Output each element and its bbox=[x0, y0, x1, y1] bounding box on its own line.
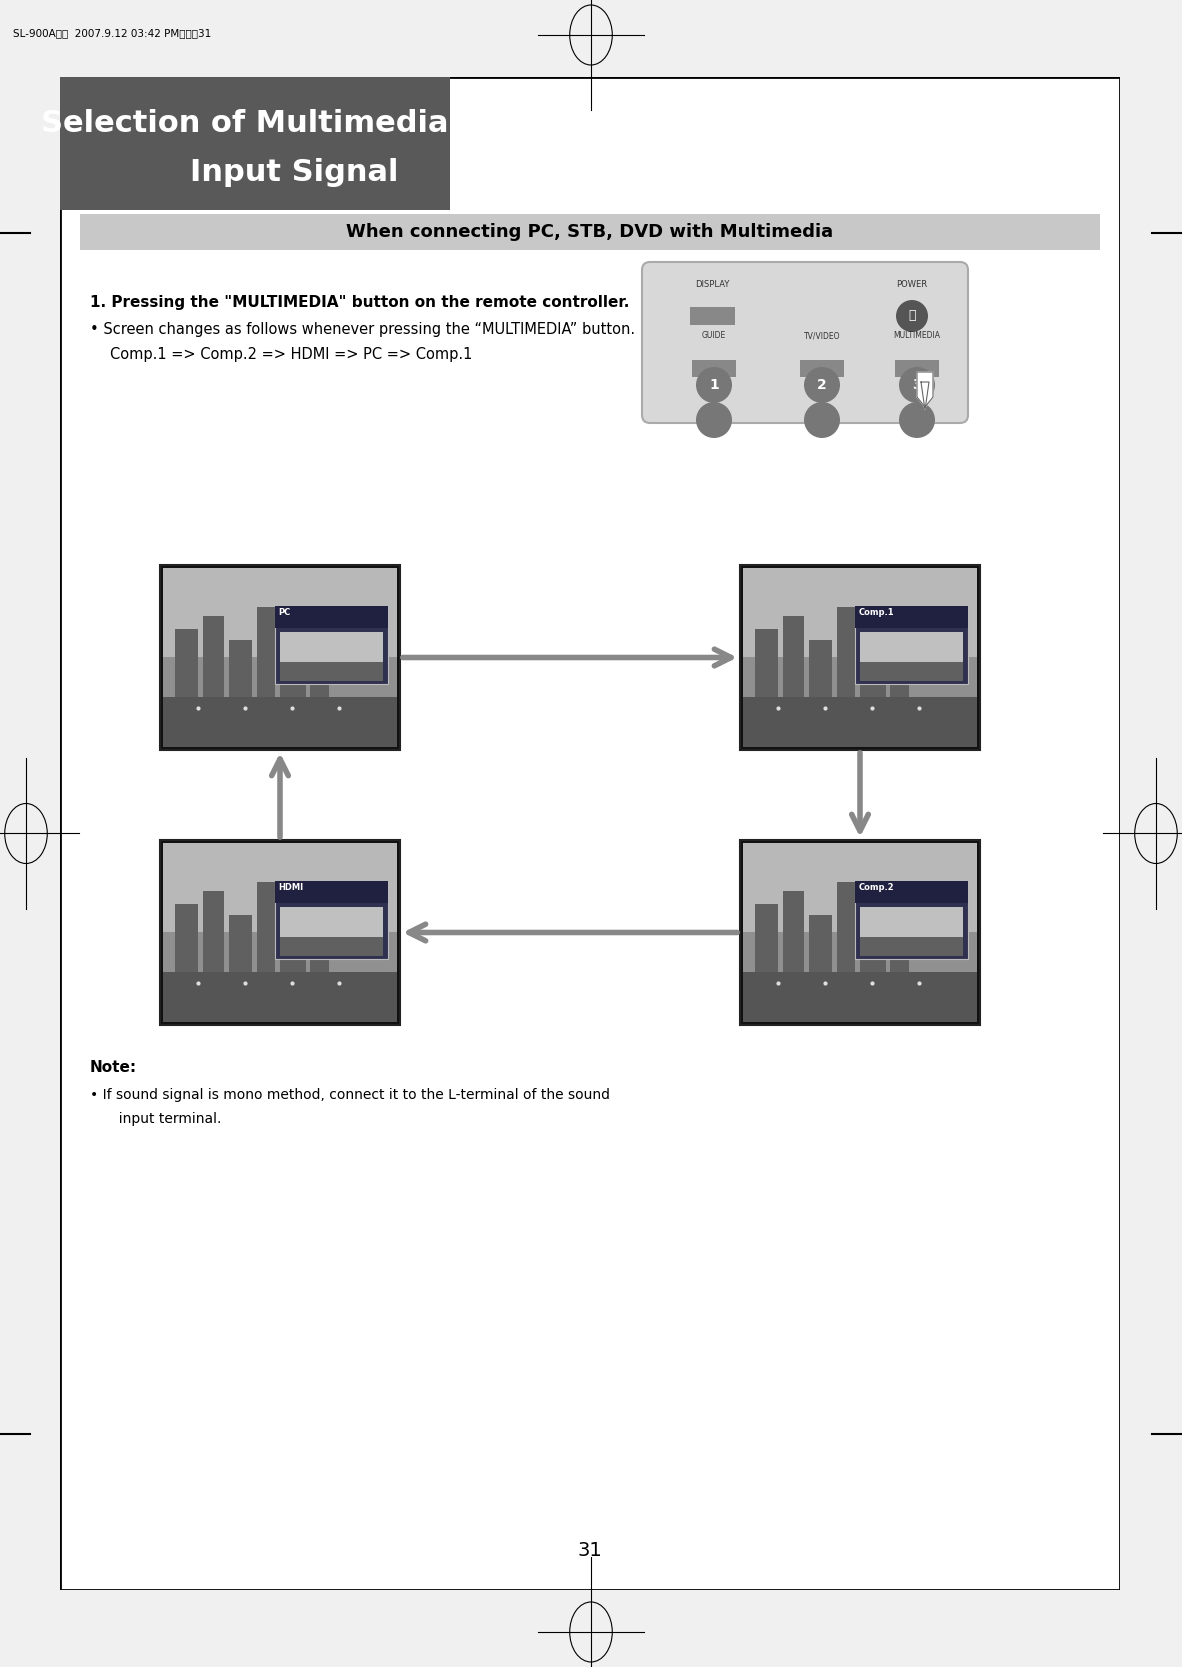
Bar bbox=[275, 880, 388, 902]
Bar bbox=[743, 932, 978, 972]
Text: input terminal.: input terminal. bbox=[110, 1112, 221, 1125]
Bar bbox=[859, 662, 963, 682]
Bar bbox=[256, 607, 275, 697]
Bar bbox=[859, 907, 963, 957]
Polygon shape bbox=[917, 372, 933, 407]
Text: ⏻: ⏻ bbox=[908, 308, 916, 322]
Circle shape bbox=[804, 367, 840, 403]
Text: Selection of Multimedia: Selection of Multimedia bbox=[41, 108, 449, 138]
Text: GUIDE: GUIDE bbox=[702, 332, 726, 340]
Bar bbox=[743, 657, 978, 697]
Bar bbox=[743, 844, 978, 932]
Polygon shape bbox=[921, 382, 929, 410]
Bar bbox=[690, 307, 735, 325]
Text: DISPLAY: DISPLAY bbox=[695, 280, 729, 288]
Bar bbox=[203, 617, 223, 697]
Bar bbox=[163, 844, 397, 932]
Circle shape bbox=[696, 367, 732, 403]
Bar bbox=[895, 360, 939, 377]
Circle shape bbox=[900, 402, 935, 438]
Bar bbox=[740, 565, 980, 750]
Bar bbox=[280, 625, 306, 697]
Bar bbox=[280, 907, 383, 957]
Bar bbox=[754, 904, 778, 972]
Bar bbox=[860, 625, 885, 697]
Text: • If sound signal is mono method, connect it to the L-terminal of the sound: • If sound signal is mono method, connec… bbox=[90, 1089, 610, 1102]
Text: 2: 2 bbox=[817, 378, 827, 392]
Bar bbox=[256, 882, 275, 972]
Text: MULTIMEDIA: MULTIMEDIA bbox=[894, 332, 941, 340]
Bar bbox=[837, 607, 856, 697]
Circle shape bbox=[804, 402, 840, 438]
Bar bbox=[743, 972, 978, 1022]
Bar bbox=[280, 900, 306, 972]
Bar bbox=[80, 213, 1100, 250]
Text: POWER: POWER bbox=[896, 280, 928, 288]
Text: PC: PC bbox=[278, 607, 291, 617]
Bar bbox=[163, 932, 397, 972]
Bar bbox=[754, 628, 778, 697]
Text: 3: 3 bbox=[913, 378, 922, 392]
Bar bbox=[890, 633, 909, 697]
Bar bbox=[740, 840, 980, 1025]
FancyBboxPatch shape bbox=[642, 262, 968, 423]
Text: When connecting PC, STB, DVD with Multimedia: When connecting PC, STB, DVD with Multim… bbox=[346, 223, 833, 242]
Text: Comp.2: Comp.2 bbox=[858, 882, 894, 892]
Text: TV/VIDEO: TV/VIDEO bbox=[804, 332, 840, 340]
Bar bbox=[311, 633, 329, 697]
Text: Comp.1: Comp.1 bbox=[858, 607, 894, 617]
Bar bbox=[691, 360, 736, 377]
Text: • Screen changes as follows whenever pressing the “MULTIMEDIA” button.: • Screen changes as follows whenever pre… bbox=[90, 322, 635, 337]
Bar bbox=[859, 632, 963, 682]
Bar bbox=[275, 880, 388, 959]
Bar bbox=[275, 605, 388, 685]
Bar bbox=[60, 77, 450, 210]
Bar bbox=[808, 640, 832, 697]
Text: HDMI: HDMI bbox=[278, 882, 304, 892]
Bar bbox=[808, 915, 832, 972]
Bar bbox=[743, 697, 978, 747]
Bar bbox=[859, 937, 963, 957]
Bar bbox=[228, 640, 252, 697]
Bar bbox=[163, 657, 397, 697]
Bar bbox=[280, 632, 383, 682]
Bar bbox=[856, 605, 968, 628]
Bar bbox=[163, 697, 397, 747]
Bar bbox=[311, 909, 329, 972]
Bar bbox=[837, 882, 856, 972]
Text: Comp.1 => Comp.2 => HDMI => PC => Comp.1: Comp.1 => Comp.2 => HDMI => PC => Comp.1 bbox=[110, 347, 473, 362]
Bar bbox=[890, 909, 909, 972]
Bar bbox=[175, 904, 199, 972]
Bar bbox=[203, 892, 223, 972]
Bar bbox=[280, 937, 383, 957]
Circle shape bbox=[896, 300, 928, 332]
Text: 1. Pressing the "MULTIMEDIA" button on the remote controller.: 1. Pressing the "MULTIMEDIA" button on t… bbox=[90, 295, 629, 310]
Text: 1: 1 bbox=[709, 378, 719, 392]
Bar bbox=[163, 568, 397, 657]
Text: SL-900A영어  2007.9.12 03:42 PM페이지31: SL-900A영어 2007.9.12 03:42 PM페이지31 bbox=[13, 28, 212, 38]
Circle shape bbox=[900, 367, 935, 403]
Bar bbox=[856, 605, 968, 685]
Bar bbox=[280, 662, 383, 682]
Text: 31: 31 bbox=[578, 1540, 603, 1560]
Bar bbox=[782, 617, 804, 697]
Text: Note:: Note: bbox=[90, 1060, 137, 1075]
Bar bbox=[782, 892, 804, 972]
Bar bbox=[860, 900, 885, 972]
Bar bbox=[275, 605, 388, 628]
Bar bbox=[175, 628, 199, 697]
Bar bbox=[163, 972, 397, 1022]
Bar bbox=[856, 880, 968, 959]
Bar bbox=[856, 880, 968, 902]
Bar bbox=[800, 360, 844, 377]
Bar bbox=[160, 840, 400, 1025]
Bar bbox=[743, 568, 978, 657]
Circle shape bbox=[696, 402, 732, 438]
Bar bbox=[228, 915, 252, 972]
Bar bbox=[160, 565, 400, 750]
Text: Input Signal: Input Signal bbox=[190, 158, 398, 187]
